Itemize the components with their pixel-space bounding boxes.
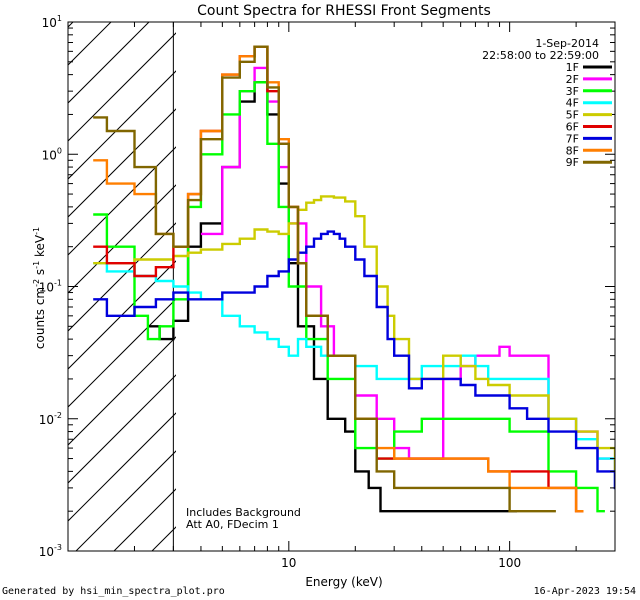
hatch-line	[68, 22, 150, 104]
observation-time-range: 22:58:00 to 22:59:00	[482, 49, 599, 62]
legend-label-1F: 1F	[566, 61, 579, 74]
series-line-2F	[200, 66, 615, 490]
hatch-line	[0, 0, 28, 551]
annotation-background: Includes Background	[186, 506, 301, 519]
hatch-line	[75, 450, 176, 551]
legend-label-9F: 9F	[566, 156, 579, 169]
x-axis-ticks: 10 100	[67, 22, 616, 570]
series-line-1F	[147, 81, 517, 513]
legend-label-3F: 3F	[566, 85, 579, 98]
y-tick-label: 101	[42, 14, 62, 30]
series-line-7F	[93, 230, 615, 490]
x-axis-label: Energy (keV)	[305, 575, 382, 589]
series-line-8F	[93, 45, 584, 513]
hatch-line	[68, 412, 176, 522]
series-line-5F	[93, 195, 615, 473]
x-tick-label: 100	[498, 556, 521, 570]
series-layer	[93, 45, 615, 513]
y-tick-label: 100	[42, 146, 62, 162]
generated-by-text: Generated by hsi_min_spectra_plot.pro	[2, 586, 225, 597]
legend-label-4F: 4F	[566, 97, 579, 110]
legend-label-6F: 6F	[566, 121, 579, 134]
hatch-line	[68, 298, 176, 408]
y-tick-label: 10-1	[39, 279, 62, 295]
hatch-line	[68, 32, 176, 142]
legend-label-5F: 5F	[566, 109, 579, 122]
y-tick-label: 10-2	[39, 411, 62, 427]
y-axis-ticks: 10-3 10-2 10-1 100 101	[39, 14, 615, 559]
legend-label-7F: 7F	[566, 132, 579, 145]
y-axis-label: counts cm-2 s-1 keV-1	[32, 227, 47, 349]
series-line-3F	[93, 81, 605, 513]
y-tick-label: 10-3	[39, 543, 62, 559]
hatch-line	[68, 70, 176, 180]
series-line-9F	[93, 45, 556, 513]
timestamp-text: 16-Apr-2023 19:54	[534, 586, 636, 597]
series-line-4F	[93, 262, 615, 490]
chart-title: Count Spectra for RHESSI Front Segments	[197, 3, 491, 19]
series-line-6F	[93, 45, 584, 513]
background-hatch-region	[0, 0, 640, 551]
hatch-line	[68, 146, 176, 256]
hatch-line	[266, 0, 640, 551]
hatch-line	[68, 374, 176, 484]
observation-date: 1-Sep-2014	[535, 37, 599, 50]
hatch-line	[68, 260, 176, 370]
legend-label-2F: 2F	[566, 73, 579, 86]
legend-label-8F: 8F	[566, 144, 579, 157]
hatch-line	[68, 222, 176, 332]
annotation-attenuator: Att A0, FDecim 1	[186, 518, 279, 531]
x-tick-label: 10	[281, 556, 296, 570]
hatch-line	[68, 184, 176, 294]
